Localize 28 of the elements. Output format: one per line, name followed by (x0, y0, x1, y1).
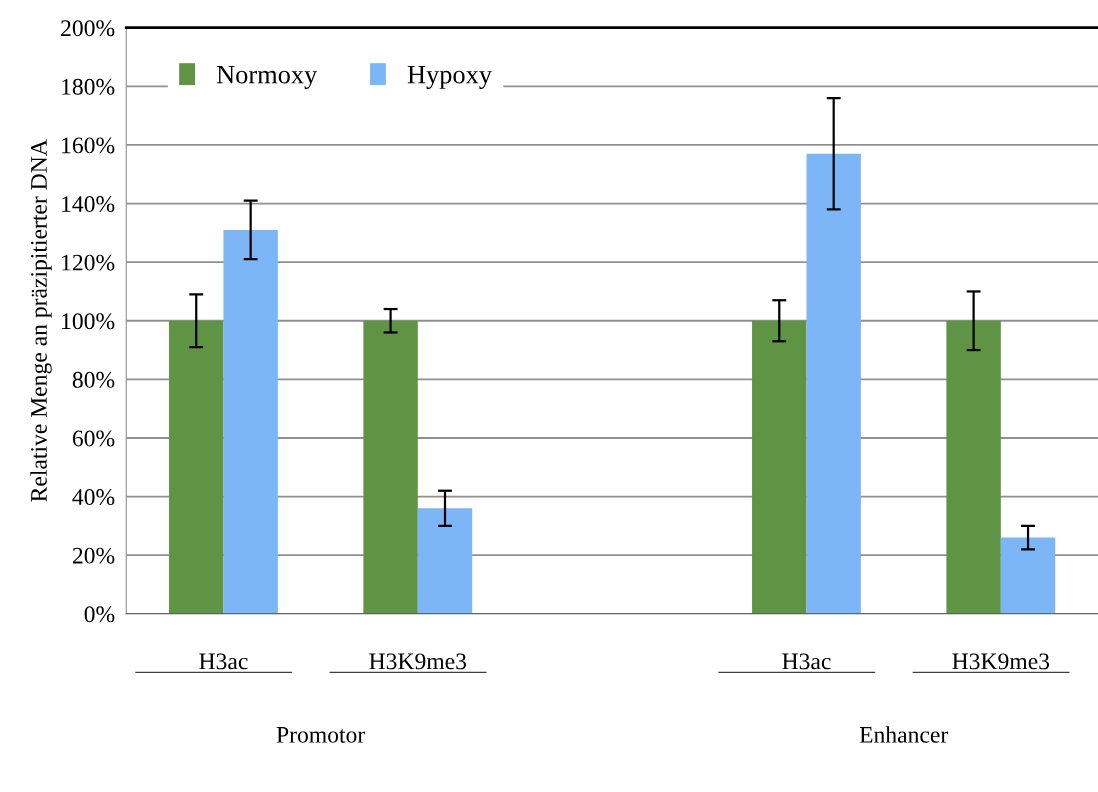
bar (946, 320, 1001, 614)
bar (417, 508, 473, 614)
bar (169, 320, 224, 614)
legend-label: Normoxy (216, 65, 318, 89)
y-tick-label: 0% (84, 606, 115, 623)
bar (363, 320, 418, 614)
y-tick-label: 200% (61, 20, 115, 37)
x-tick-label: H3ac (199, 653, 248, 670)
bar (223, 229, 278, 614)
bar (752, 320, 807, 614)
text: Enhancer (859, 726, 949, 743)
y-axis-title: Relative Menge an präzipitierter DNA (30, 139, 52, 502)
y-tick-label: 160% (62, 137, 115, 154)
y-tick-label: 120% (62, 254, 115, 271)
bar (806, 153, 861, 614)
x-tick-label: H3K9me3 (952, 653, 1050, 670)
y-tick-label: 40% (72, 489, 115, 506)
y-tick-label: 140% (62, 196, 115, 213)
bar (1000, 537, 1056, 614)
y-tick-label: 60% (72, 430, 115, 447)
y-tick-label: 20% (72, 547, 115, 564)
legend-label: Hypoxy (407, 65, 492, 89)
x-tick-label: H3K9me3 (369, 653, 467, 670)
y-tick-label: 100% (62, 313, 115, 330)
x-tick-label: H3ac (782, 653, 831, 670)
y-tick-label: 80% (72, 371, 115, 388)
y-tick-label: 180% (62, 78, 115, 95)
text: Promotor (276, 727, 366, 743)
